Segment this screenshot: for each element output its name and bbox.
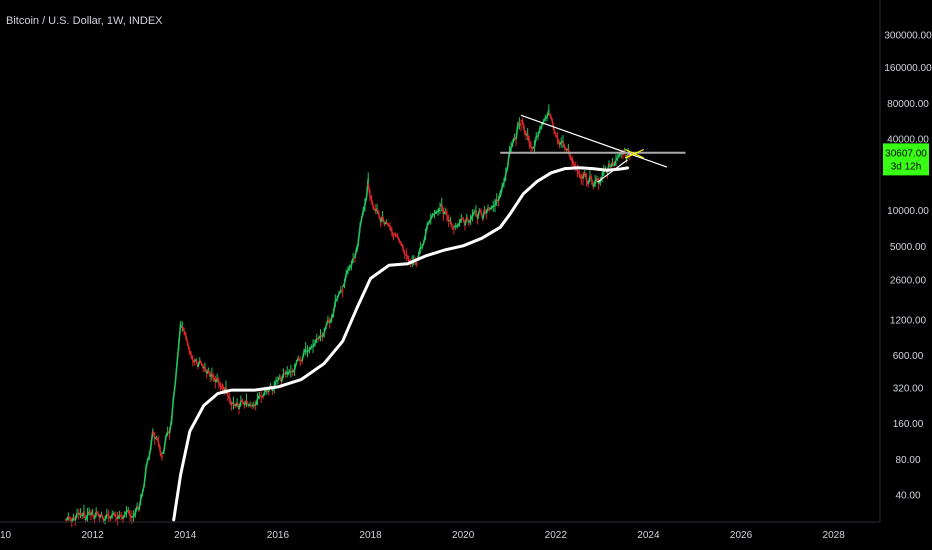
y-tick-label: 2600.00 [890,275,927,286]
x-tick-label: 2024 [637,530,660,541]
x-tick-label: 2012 [82,530,105,541]
price-segment [170,400,175,425]
y-tick-label: 80000.00 [887,99,929,110]
trendline-annotation[interactable] [520,114,668,168]
y-tick-label: 300000.00 [884,31,932,42]
moving-average-line [172,166,630,522]
x-tick-label: 2016 [267,530,290,541]
price-segment [177,323,182,345]
x-tick-label: 2022 [545,530,568,541]
current-price-label: 30607.00 [885,148,927,159]
x-tick-label: 2026 [730,530,753,541]
x-tick-label: 2010 [0,530,12,541]
x-tick-label: 2018 [359,530,382,541]
current-price-badge [883,143,929,176]
bar-countdown-label: 3d 12h [891,161,922,172]
y-tick-label: 40.00 [895,491,920,502]
x-tick-label: 2014 [174,530,197,541]
y-tick-label: 40000.00 [887,135,929,146]
y-tick-label: 600.00 [893,351,924,362]
y-tick-label: 1200.00 [890,315,927,326]
price-axis[interactable]: 40.00 80.00 160.00 320.00 600.00 1200.00 2600.… [883,31,932,502]
y-tick-label: 160000.00 [884,63,932,74]
y-tick-label: 10000.00 [887,206,929,217]
y-tick-label: 320.00 [893,383,924,394]
y-tick-label: 80.00 [895,455,920,466]
wedge-annotation[interactable] [597,159,628,183]
x-tick-label: 2028 [823,530,846,541]
price-segment [172,385,176,401]
x-tick-label: 2020 [452,530,475,541]
price-segment [174,364,178,386]
y-tick-label: 5000.00 [890,242,927,253]
chart-title: Bitcoin / U.S. Dollar, 1W, INDEX [6,15,163,27]
projection-annotation[interactable] [625,148,645,159]
y-tick-label: 160.00 [893,419,924,430]
time-axis[interactable]: 2010 2012 2014 2016 2018 2020 2022 2024 2026 2028 [0,530,845,541]
plot-area[interactable] [64,104,686,528]
